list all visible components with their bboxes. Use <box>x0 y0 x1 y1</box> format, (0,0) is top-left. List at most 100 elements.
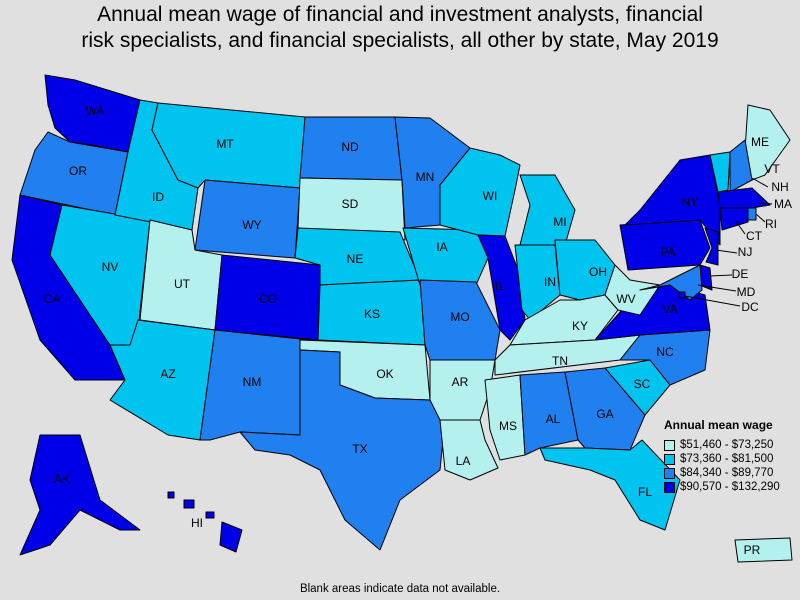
legend-title: Annual mean wage <box>664 418 773 432</box>
state-label-ak: AK <box>54 472 70 486</box>
state-label-ms: MS <box>499 419 517 433</box>
state-label-nv: NV <box>102 260 119 274</box>
state-label-la: LA <box>456 454 471 468</box>
state-label-wi: WI <box>483 189 498 203</box>
state-label-id: ID <box>152 190 164 204</box>
state-ri <box>747 207 757 221</box>
state-label-ar: AR <box>452 375 469 389</box>
state-label-ma: MA <box>774 197 792 211</box>
state-label-mt: MT <box>216 137 234 151</box>
state-wa <box>44 74 141 153</box>
state-tx <box>239 349 446 551</box>
legend-swatch-0 <box>664 439 675 451</box>
state-label-nd: ND <box>341 140 359 154</box>
state-mi <box>519 174 576 246</box>
state-label-co: CO <box>259 292 277 306</box>
leader-line-de <box>709 274 733 277</box>
state-label-mn: MN <box>416 170 435 184</box>
state-label-ut: UT <box>174 277 191 291</box>
legend-swatch-2 <box>664 467 675 479</box>
state-ms <box>484 374 526 461</box>
state-label-nh: NH <box>771 180 788 194</box>
state-label-ca: CA <box>44 292 61 306</box>
state-label-ct: CT <box>746 229 763 243</box>
state-label-vt: VT <box>764 162 780 176</box>
state-label-or: OR <box>69 164 87 178</box>
state-md <box>639 264 703 301</box>
leader-line-ct <box>734 219 746 235</box>
state-label-tx: TX <box>352 442 367 456</box>
state-hi <box>167 491 243 553</box>
state-label-md: MD <box>737 285 756 299</box>
state-label-mi: MI <box>553 215 566 229</box>
state-label-mo: MO <box>450 310 469 324</box>
state-label-tn: TN <box>552 354 568 368</box>
state-label-dc: DC <box>741 300 759 314</box>
state-pr <box>734 537 793 563</box>
state-al <box>519 371 579 456</box>
leader-line-ma <box>759 202 773 205</box>
state-label-pa: PA <box>660 245 675 259</box>
state-label-ok: OK <box>376 367 393 381</box>
state-ak <box>19 434 141 556</box>
state-dc <box>678 291 686 299</box>
leader-line-ri <box>755 213 766 223</box>
legend-label-2: $84,340 - $89,770 <box>680 467 774 479</box>
state-in <box>514 244 561 321</box>
state-label-fl: FL <box>638 485 652 499</box>
legend-item-0: $51,460 - $73,250 <box>664 438 800 452</box>
state-vt <box>709 151 731 193</box>
state-la <box>439 419 499 481</box>
legend-label-3: $90,570 - $132,290 <box>680 481 780 493</box>
state-ny <box>624 154 721 246</box>
leader-line-dc <box>684 295 741 307</box>
state-label-ri: RI <box>765 217 777 231</box>
state-label-il: IL <box>495 279 505 293</box>
legend-swatch-1 <box>664 453 675 465</box>
state-fl <box>539 439 681 531</box>
state-ct <box>719 207 749 231</box>
state-label-sc: SC <box>634 377 651 391</box>
legend-item-2: $84,340 - $89,770 <box>664 466 800 480</box>
state-label-wv: WV <box>616 292 635 306</box>
state-label-nm: NM <box>243 375 262 389</box>
state-label-nc: NC <box>656 345 674 359</box>
state-label-pr: PR <box>744 543 761 557</box>
state-nj <box>704 227 719 266</box>
legend-item-1: $73,360 - $81,500 <box>664 452 800 466</box>
state-label-wy: WY <box>242 218 261 232</box>
footnote: Blank areas indicate data not available. <box>299 583 501 595</box>
leader-line-nh <box>751 177 769 188</box>
state-nh <box>729 139 753 193</box>
legend-item-3: $90,570 - $132,290 <box>664 480 800 494</box>
legend-label-0: $51,460 - $73,250 <box>680 439 774 451</box>
state-label-hi: HI <box>191 516 203 530</box>
state-label-me: ME <box>751 135 769 149</box>
state-label-ia: IA <box>436 240 447 254</box>
leader-line-nj <box>715 249 738 254</box>
state-label-ky: KY <box>572 319 588 333</box>
state-label-oh: OH <box>589 265 607 279</box>
map-title: Annual mean wage of financial and invest… <box>81 3 719 52</box>
state-label-sd: SD <box>342 197 359 211</box>
state-label-az: AZ <box>160 367 175 381</box>
legend-label-1: $73,360 - $81,500 <box>680 453 774 465</box>
state-ar <box>429 359 496 421</box>
state-ma <box>717 187 771 211</box>
state-il <box>477 234 526 341</box>
state-label-ks: KS <box>364 307 380 321</box>
leader-line-md <box>697 284 737 292</box>
legend-swatch-3 <box>664 481 675 493</box>
state-label-ne: NE <box>347 252 364 266</box>
state-label-nj: NJ <box>738 245 753 259</box>
state-label-wa: WA <box>86 104 105 118</box>
map-legend: Annual mean wage $51,460 - $73,250 $73,3… <box>664 418 800 494</box>
state-label-ga: GA <box>596 407 613 421</box>
state-wi <box>439 147 521 237</box>
state-label-va: VA <box>662 302 677 316</box>
state-label-de: DE <box>732 267 749 281</box>
state-label-al: AL <box>546 412 561 426</box>
state-label-in: IN <box>544 275 556 289</box>
state-sd <box>297 177 406 241</box>
